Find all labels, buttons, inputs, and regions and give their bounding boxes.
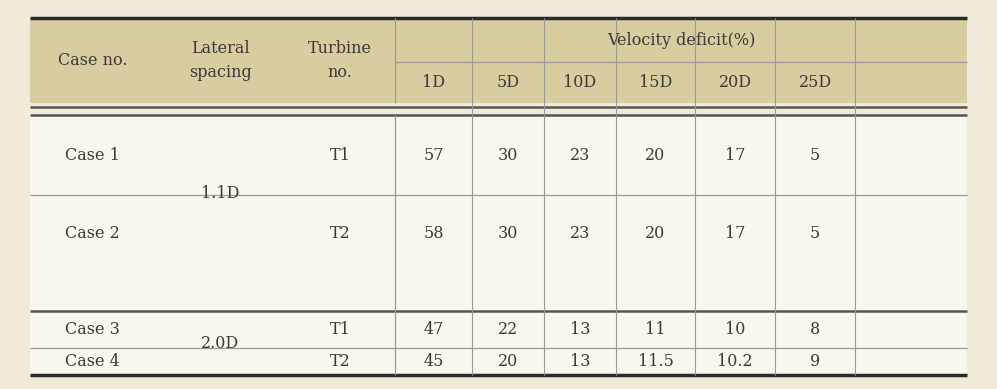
Text: 11.5: 11.5 [637,353,673,370]
Text: 5: 5 [810,225,821,242]
Text: T2: T2 [330,225,350,242]
Text: 22: 22 [498,321,518,338]
Text: 1D: 1D [422,74,445,91]
Text: Case 3: Case 3 [65,321,120,338]
Text: 20: 20 [498,353,518,370]
Text: 2.0D: 2.0D [201,335,239,352]
Text: Turbine
no.: Turbine no. [308,40,372,81]
Text: Lateral
spacing: Lateral spacing [188,40,251,81]
Text: 20D: 20D [719,74,752,91]
Text: T1: T1 [330,321,350,338]
Text: 10.2: 10.2 [717,353,753,370]
Text: 17: 17 [725,225,745,242]
Text: 47: 47 [424,321,444,338]
Text: 17: 17 [725,147,745,163]
Text: 11: 11 [645,321,666,338]
Text: 5D: 5D [497,74,519,91]
Text: 45: 45 [424,353,444,370]
Text: 23: 23 [570,225,590,242]
Text: 30: 30 [498,147,518,163]
Text: 1.1D: 1.1D [200,185,239,202]
Text: 25D: 25D [799,74,831,91]
Text: 10D: 10D [563,74,596,91]
Text: 57: 57 [424,147,444,163]
Text: T2: T2 [330,353,350,370]
Text: Case 2: Case 2 [65,225,120,242]
Text: 58: 58 [424,225,444,242]
Text: Case 4: Case 4 [65,353,120,370]
Text: 15D: 15D [639,74,672,91]
Text: T1: T1 [330,147,350,163]
Text: 5: 5 [810,147,821,163]
Text: Velocity deficit(%): Velocity deficit(%) [607,32,755,49]
Text: 23: 23 [570,147,590,163]
Text: 10: 10 [725,321,745,338]
Text: Case 1: Case 1 [65,147,120,163]
Bar [30,18,967,103]
Text: 9: 9 [810,353,821,370]
Text: 8: 8 [810,321,821,338]
Text: 13: 13 [569,353,590,370]
Text: 20: 20 [645,147,666,163]
Bar [30,115,967,375]
Text: 20: 20 [645,225,666,242]
Text: 30: 30 [498,225,518,242]
Text: 13: 13 [569,321,590,338]
Text: Case no.: Case no. [58,52,128,69]
